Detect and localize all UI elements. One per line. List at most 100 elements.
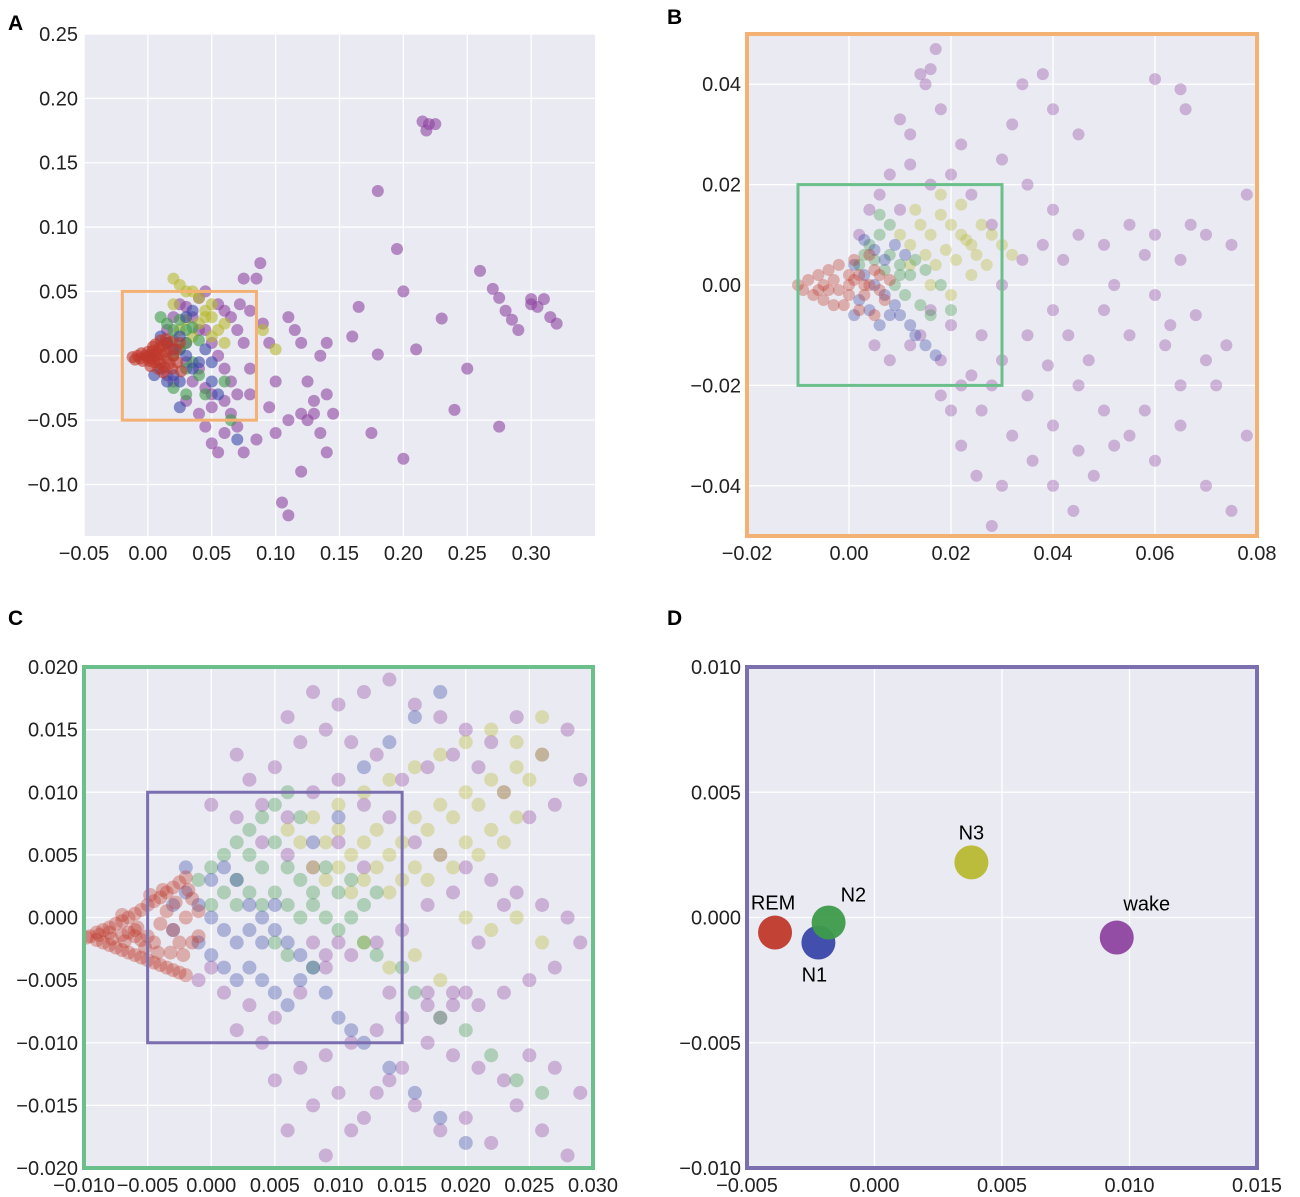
points-c <box>84 672 588 1163</box>
point-wake <box>955 439 968 452</box>
point-n1 <box>231 433 244 446</box>
point-wake <box>1036 238 1049 251</box>
point-wake <box>1210 379 1223 392</box>
point-wake <box>535 747 550 762</box>
point-rem <box>89 925 104 940</box>
point-wake <box>509 1098 524 1113</box>
point-n2 <box>267 935 282 950</box>
point-n2 <box>191 872 206 887</box>
point-rem <box>84 929 98 944</box>
point-n3 <box>509 810 524 825</box>
point-wake <box>346 330 359 343</box>
point-n3 <box>471 847 486 862</box>
point-wake <box>1026 454 1039 467</box>
point-wake <box>288 324 301 337</box>
point-rem <box>837 299 850 312</box>
point-n1 <box>204 948 219 963</box>
point-wake <box>237 446 250 459</box>
point-rem <box>191 929 206 944</box>
points-d <box>758 845 1134 960</box>
point-rem <box>173 336 186 349</box>
point-wake <box>1021 389 1034 402</box>
point-n2 <box>293 872 308 887</box>
point-rem <box>127 923 142 938</box>
point-rem <box>121 925 136 940</box>
point-rem <box>127 929 142 944</box>
point-wake <box>295 336 308 349</box>
point-n3 <box>433 747 448 762</box>
point-wake <box>461 362 474 375</box>
point-n2 <box>280 948 295 963</box>
x-tick-label: 0.005 <box>250 1175 300 1197</box>
point-n3 <box>924 279 937 291</box>
point-wake <box>382 672 397 687</box>
point-wake <box>1220 339 1233 352</box>
point-wake <box>314 349 327 362</box>
point-n3 <box>484 772 499 787</box>
point-n2 <box>458 1023 473 1038</box>
point-wake <box>1098 404 1110 417</box>
point-n3 <box>950 253 963 266</box>
point-n3 <box>458 910 473 925</box>
point-wake <box>199 420 212 433</box>
point-wake <box>1006 429 1019 442</box>
point-n3 <box>407 948 422 963</box>
point-n3 <box>985 228 998 241</box>
point-n2 <box>306 960 321 975</box>
point-wake <box>509 885 524 900</box>
point-rem <box>89 933 104 948</box>
point-rem <box>146 935 161 950</box>
point-wake <box>904 158 917 171</box>
point-n3 <box>484 923 499 938</box>
point-wake <box>1047 103 1059 116</box>
point-wake <box>499 304 512 317</box>
point-n2 <box>868 253 881 266</box>
point-rem <box>191 904 206 919</box>
point-n1 <box>212 388 225 401</box>
x-tick-label: 0.10 <box>256 543 295 565</box>
point-wake <box>433 847 448 862</box>
point-wake <box>1062 329 1075 342</box>
point-rem <box>163 945 178 960</box>
point-rem <box>108 916 123 931</box>
point-rem <box>185 891 200 906</box>
point-wake <box>244 388 257 401</box>
y-tick-label: −0.005 <box>679 1033 741 1055</box>
point-n2 <box>186 321 199 334</box>
point-n1 <box>858 233 871 246</box>
point-wake <box>1174 419 1187 432</box>
point-n1 <box>216 960 231 975</box>
point-wake <box>1123 429 1136 442</box>
frame-d <box>745 665 1259 1170</box>
point-wake <box>955 138 968 151</box>
point-n2 <box>904 268 917 281</box>
point-rem <box>822 284 835 297</box>
point-wake <box>996 153 1008 166</box>
y-tick-label: 0.005 <box>28 845 78 867</box>
point-wake <box>192 407 205 420</box>
x-tick-label: 0.08 <box>1238 543 1277 565</box>
y-tick-label: 0.25 <box>39 24 78 46</box>
point-n3 <box>446 810 461 825</box>
point-n3 <box>924 228 937 241</box>
point-n2 <box>280 860 295 875</box>
point-wake <box>229 810 244 825</box>
point-n1 <box>904 319 917 332</box>
point-wake <box>1036 68 1049 81</box>
point-wake <box>1138 404 1151 417</box>
point-rem <box>146 894 161 909</box>
point-n3 <box>382 772 397 787</box>
point-n1 <box>161 375 174 388</box>
point-n3 <box>256 324 269 337</box>
point-wake <box>458 1110 473 1125</box>
point-wake <box>970 469 983 482</box>
point-wake <box>496 785 511 800</box>
point-n3 <box>407 760 422 775</box>
point-n3 <box>306 860 321 875</box>
point-wake <box>205 437 218 450</box>
point-wake <box>945 168 957 181</box>
point-n1 <box>178 860 193 875</box>
x-tick-label: 0.010 <box>1104 1175 1154 1197</box>
point-rem <box>171 356 184 369</box>
point-rem <box>178 870 193 885</box>
